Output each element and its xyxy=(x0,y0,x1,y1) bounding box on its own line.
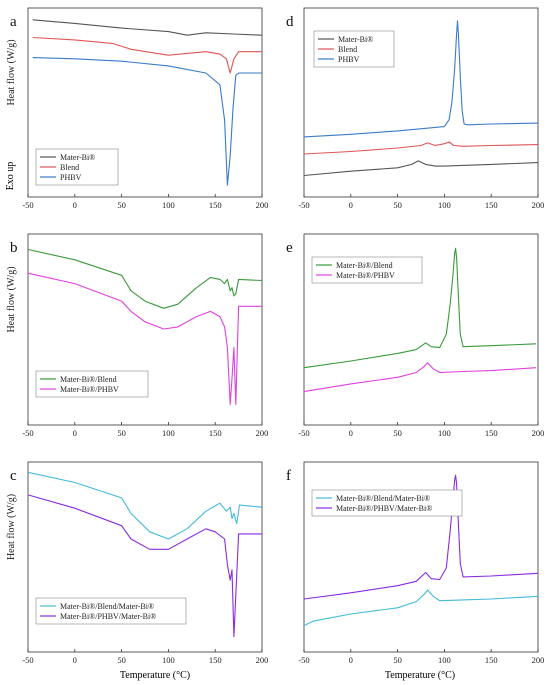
x-tick-label: 100 xyxy=(162,200,175,210)
panel-letter: f xyxy=(286,468,291,484)
x-tick-label: 100 xyxy=(438,200,451,210)
legend-entry: Mater-Bi®/PHBV/Mater-Bi® xyxy=(336,504,432,513)
panel-letter: d xyxy=(286,14,294,30)
x-tick-label: -50 xyxy=(22,200,33,210)
x-tick-label: 50 xyxy=(393,428,402,438)
panel-f: -50 0 50 100 150 200 f Mater-Bi®/Blend/Mater-Bi… xyxy=(286,461,545,665)
x-tick-label: 150 xyxy=(209,655,222,665)
x-tick-label: -50 xyxy=(298,655,309,665)
x-tick-label: 0 xyxy=(73,428,77,438)
series-line xyxy=(27,248,263,309)
x-tick-label: 100 xyxy=(162,655,175,665)
x-axis-label-right: Temperature (°C) xyxy=(385,670,455,681)
legend-entry: Mater-Bi® xyxy=(338,35,373,44)
series-line xyxy=(303,160,539,177)
x-tick-label: 200 xyxy=(532,428,545,438)
x-tick-label: 200 xyxy=(532,655,545,665)
series-line xyxy=(27,494,262,638)
x-tick-label: 50 xyxy=(117,428,126,438)
series-line xyxy=(32,57,262,186)
x-tick-label: 200 xyxy=(256,655,269,665)
legend-entry: Mater-Bi®/Blend/Mater-Bi® xyxy=(336,494,430,503)
plot-frame xyxy=(27,7,263,198)
panel-letter: e xyxy=(286,240,293,256)
series-line xyxy=(303,20,539,138)
plot-frame xyxy=(27,461,263,653)
panel-a: -50 0 50 100 150 200 a Heat flow (W/g) Mater-Bi®… xyxy=(6,7,269,210)
x-tick-label: -50 xyxy=(22,655,33,665)
x-tick-label: 150 xyxy=(209,428,222,438)
x-tick-label: 200 xyxy=(256,428,269,438)
x-tick-label: 100 xyxy=(438,428,451,438)
legend-entry: Mater-Bi®/PHBV xyxy=(336,271,395,280)
x-tick-label: 150 xyxy=(485,655,498,665)
panel-c: -50 0 50 100 150 200 c Heat flow (W/g) Mater-Bi®… xyxy=(6,461,269,665)
x-tick-label: 0 xyxy=(349,428,353,438)
panel-e: -50 0 50 100 150 200 e Mater-Bi®/BlendMater-Bi®… xyxy=(286,233,545,438)
panel-letter: b xyxy=(10,240,18,256)
series-line xyxy=(32,36,262,74)
x-tick-label: 100 xyxy=(438,655,451,665)
x-tick-label: 50 xyxy=(393,200,402,210)
x-tick-label: 0 xyxy=(349,200,353,210)
exo-up-label: Exo up xyxy=(5,162,16,191)
x-tick-label: 100 xyxy=(162,428,175,438)
legend-box xyxy=(311,489,463,517)
panel-letter: c xyxy=(10,468,17,484)
plot-frame xyxy=(27,233,263,426)
series-line xyxy=(303,141,539,155)
series-line xyxy=(27,272,262,405)
plot-frame xyxy=(303,461,539,653)
legend-entry: Mater-Bi®/Blend/Mater-Bi® xyxy=(60,602,154,611)
legend-entry: PHBV xyxy=(60,173,82,182)
legend-entry: Blend xyxy=(60,163,79,172)
series-line xyxy=(27,471,263,540)
plot-frame xyxy=(303,7,539,198)
x-tick-label: 50 xyxy=(117,200,126,210)
panel-letter: a xyxy=(10,14,17,30)
series-line xyxy=(303,362,537,393)
legend-entry: Mater-Bi® xyxy=(60,153,95,162)
x-tick-label: -50 xyxy=(22,428,33,438)
legend-entry: Blend xyxy=(338,45,357,54)
x-tick-label: 200 xyxy=(256,200,269,210)
x-tick-label: 50 xyxy=(393,655,402,665)
legend-entry: Mater-Bi®/Blend xyxy=(60,375,117,384)
series-line xyxy=(32,19,263,36)
panel-b: -50 0 50 100 150 200 b Heat flow (W/g) Mater-Bi®… xyxy=(6,233,269,438)
y-axis-label: Heat flow (W/g) xyxy=(6,39,17,105)
x-tick-label: -50 xyxy=(298,428,309,438)
y-axis-label: Heat flow (W/g) xyxy=(6,494,17,560)
legend-entry: Mater-Bi®/Blend xyxy=(336,261,393,270)
x-tick-label: 150 xyxy=(485,200,498,210)
x-tick-label: 0 xyxy=(73,200,77,210)
x-tick-label: 0 xyxy=(349,655,353,665)
x-tick-label: -50 xyxy=(298,200,309,210)
series-line xyxy=(303,589,539,626)
legend-entry: Mater-Bi®/PHBV/Mater-Bi® xyxy=(60,612,156,621)
x-tick-label: 150 xyxy=(209,200,222,210)
y-axis-label: Heat flow (W/g) xyxy=(6,266,17,332)
legend-box xyxy=(35,597,187,625)
legend-box xyxy=(311,256,423,284)
x-tick-label: 50 xyxy=(117,655,126,665)
plot-frame xyxy=(303,233,539,426)
series-line xyxy=(303,474,539,600)
x-tick-label: 200 xyxy=(532,200,545,210)
x-tick-label: 150 xyxy=(485,428,498,438)
series-line xyxy=(303,247,537,369)
legend-box xyxy=(35,370,149,398)
legend-entry: PHBV xyxy=(338,55,360,64)
x-tick-label: 0 xyxy=(73,655,77,665)
x-axis-label-left: Temperature (°C) xyxy=(120,670,190,681)
legend-entry: Mater-Bi®/PHBV xyxy=(60,385,119,394)
